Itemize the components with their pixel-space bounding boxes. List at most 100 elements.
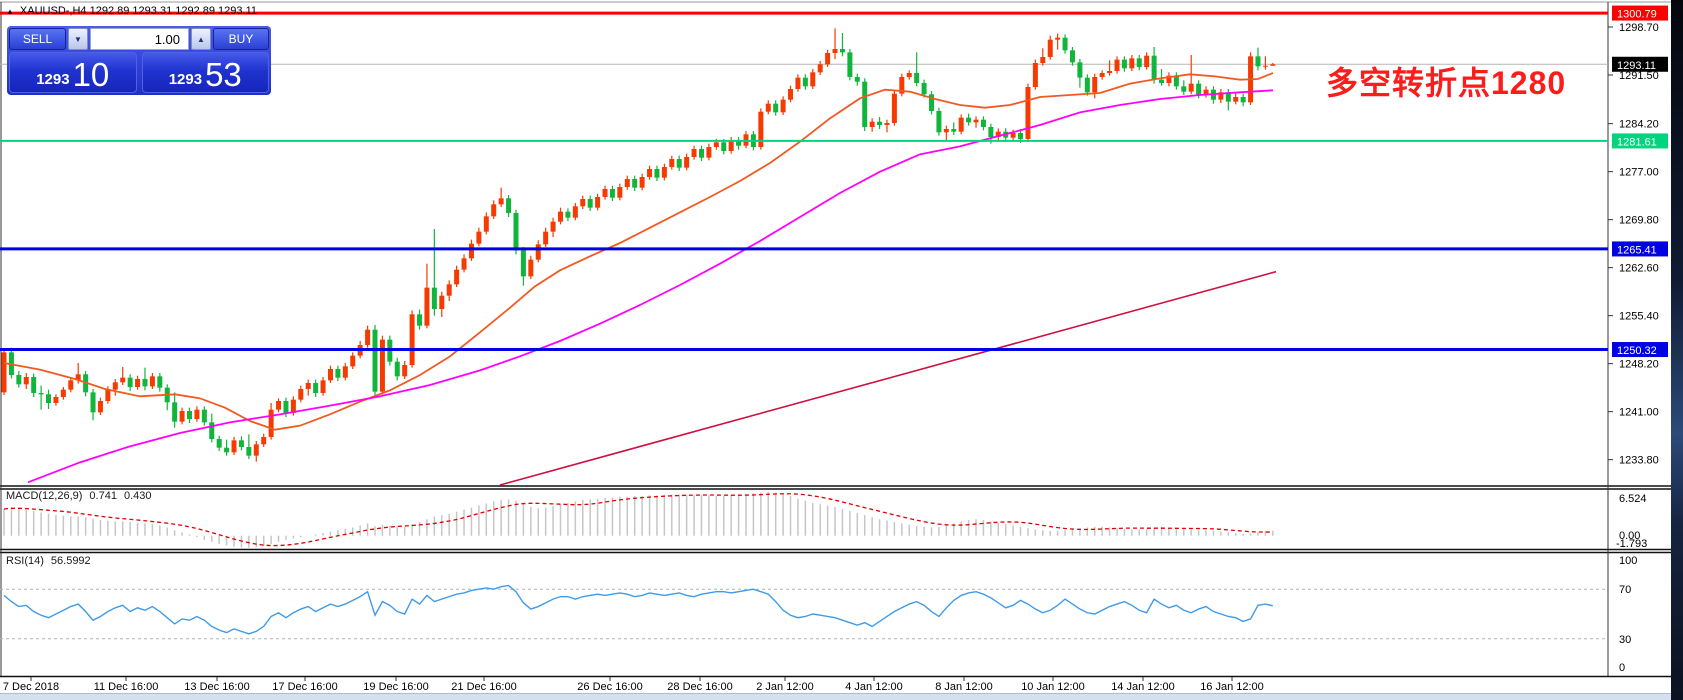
candle-body: [1166, 75, 1172, 83]
volume-decrease-button[interactable]: ▼: [68, 28, 88, 50]
candle-body: [728, 140, 734, 151]
candle-body: [1151, 55, 1157, 80]
macd-scale-min: -1.793: [1616, 538, 1647, 550]
candle-body: [1077, 62, 1083, 78]
candle-body: [468, 243, 474, 259]
candle-body: [1218, 92, 1224, 100]
time-tick-label: 16 Jan 12:00: [1200, 681, 1264, 693]
price-badge: [1612, 133, 1668, 149]
price-badge: [1612, 342, 1668, 358]
price-tick-label: 1255.40: [1619, 311, 1659, 323]
bid-price-big-digits: 10: [72, 56, 110, 93]
candle-body: [1129, 58, 1135, 69]
rsi-scale-label: 100: [1619, 555, 1637, 567]
candle-body: [149, 376, 155, 387]
candle-body: [498, 198, 504, 205]
price-badge: [1612, 56, 1668, 72]
bid-price-panel[interactable]: 1293 10: [9, 52, 137, 93]
collapse-triangle-icon[interactable]: ▲: [6, 6, 14, 16]
candle-body: [817, 64, 823, 73]
candle-body: [1, 352, 7, 393]
candle-body: [394, 361, 400, 377]
candle-body: [936, 111, 942, 133]
candle-body: [520, 250, 526, 277]
candle-body: [995, 131, 1001, 137]
candle-body: [780, 99, 786, 113]
candle-body: [854, 77, 860, 82]
price-badge: [1612, 241, 1668, 257]
candle-body: [1040, 57, 1046, 63]
candle-body: [142, 379, 148, 387]
macd-main-value: 0.741: [89, 490, 117, 502]
candle-body: [283, 401, 289, 413]
candle-body: [313, 383, 319, 393]
volume-increase-button[interactable]: ▲: [191, 28, 211, 50]
candle-body: [209, 422, 215, 439]
candle-body: [1121, 59, 1127, 69]
time-tick-label: 21 Dec 16:00: [451, 681, 516, 693]
volume-input[interactable]: [90, 28, 189, 50]
candle-body: [980, 119, 986, 127]
candle-body: [951, 129, 957, 132]
candle-body: [53, 397, 59, 403]
candle-body: [661, 167, 667, 178]
candle-body: [966, 117, 972, 123]
ask-price-panel[interactable]: 1293 53: [141, 52, 269, 93]
candle-body: [684, 157, 690, 168]
candle-body: [587, 199, 593, 208]
candle-body: [23, 377, 29, 385]
candle-body: [958, 117, 964, 132]
candle-body: [68, 380, 74, 390]
candle-body: [1032, 63, 1038, 87]
time-tick-label: 28 Dec 16:00: [667, 681, 732, 693]
candle-body: [921, 83, 927, 95]
price-badge-label: 1300.79: [1617, 9, 1657, 21]
candle-body: [1173, 75, 1179, 87]
candle-body: [617, 187, 623, 198]
sell-button[interactable]: SELL: [9, 28, 66, 50]
candle-body: [736, 140, 742, 146]
candle-body: [1047, 39, 1053, 57]
candle-body: [669, 159, 675, 167]
candle-body: [46, 394, 52, 403]
candle-body: [342, 366, 348, 378]
candle-body: [253, 444, 259, 456]
candle-body: [365, 329, 371, 345]
macd-signal-line: [3, 493, 1273, 547]
candle-body: [1225, 92, 1231, 102]
candle-body: [127, 377, 133, 387]
candle-body: [1010, 133, 1016, 138]
candle-body: [1144, 55, 1150, 67]
candle-body: [1270, 64, 1276, 66]
rsi-panel[interactable]: 100 70 30 0: [0, 555, 1637, 674]
candle-body: [231, 440, 237, 453]
candle-body: [929, 94, 934, 111]
rsi-indicator-label: RSI(14) 56.5992: [6, 555, 91, 567]
macd-panel[interactable]: 6.524 0.00-1.793: [3, 491, 1647, 550]
candle-body: [135, 379, 141, 387]
candle-body: [632, 179, 638, 188]
time-tick-label: 11 Dec 16:00: [94, 681, 159, 693]
chevron-down-icon: ▼: [74, 34, 82, 44]
buy-button[interactable]: BUY: [213, 28, 269, 50]
time-tick-label: 10 Jan 12:00: [1021, 681, 1085, 693]
time-tick-label: 19 Dec 16:00: [363, 681, 428, 693]
price-axis: 1298.70 1291.50 1284.20 1277.00 1269.80 1262.…: [1608, 5, 1668, 467]
candle-body: [877, 121, 883, 125]
candle-body: [238, 440, 244, 447]
trendline[interactable]: [499, 270, 1277, 486]
candle-body: [431, 287, 437, 309]
candle-body: [810, 72, 816, 87]
candle-body: [535, 244, 541, 260]
candle-body: [988, 127, 994, 137]
candle-body: [38, 393, 44, 395]
candle-body: [1055, 37, 1061, 40]
price-tick-label: 1284.20: [1619, 119, 1659, 131]
price-tick-label: 1233.80: [1619, 455, 1659, 467]
main-price-panel[interactable]: [0, 11, 1608, 486]
candle-body: [409, 314, 415, 365]
price-tick-label: 1298.70: [1619, 22, 1659, 34]
candle-body: [795, 77, 801, 89]
